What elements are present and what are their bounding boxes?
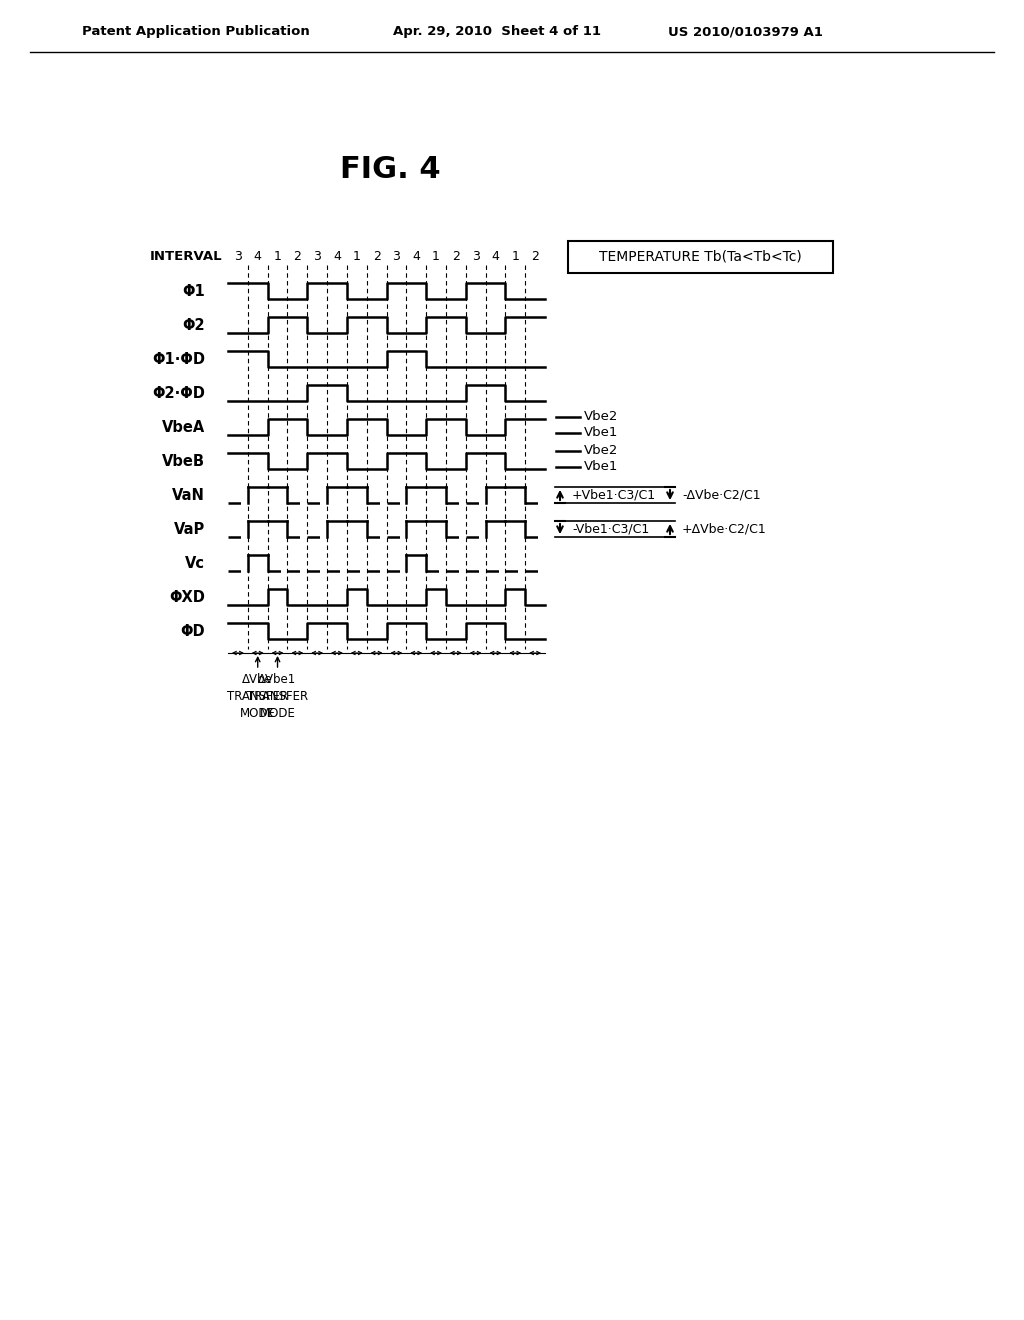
Text: Φ2: Φ2 bbox=[182, 318, 205, 333]
Text: ΦXD: ΦXD bbox=[169, 590, 205, 605]
Text: VbeB: VbeB bbox=[162, 454, 205, 469]
Text: 4: 4 bbox=[492, 251, 500, 264]
Text: Φ2·ΦD: Φ2·ΦD bbox=[153, 385, 205, 400]
Text: 2: 2 bbox=[452, 251, 460, 264]
Text: TEMPERATURE Tb(Ta<Tb<Tc): TEMPERATURE Tb(Ta<Tb<Tc) bbox=[599, 249, 802, 264]
Text: INTERVAL: INTERVAL bbox=[150, 251, 222, 264]
Text: 2: 2 bbox=[294, 251, 301, 264]
Text: +ΔVbe·C2/C1: +ΔVbe·C2/C1 bbox=[682, 523, 767, 536]
Text: ΔVbe1
TRANSFER
MODE: ΔVbe1 TRANSFER MODE bbox=[247, 673, 308, 719]
Text: +Vbe1·C3/C1: +Vbe1·C3/C1 bbox=[572, 488, 656, 502]
Text: 1: 1 bbox=[273, 251, 282, 264]
Text: ΔVbe
TRANSFER
MODE: ΔVbe TRANSFER MODE bbox=[227, 673, 289, 719]
Text: 4: 4 bbox=[413, 251, 420, 264]
Text: 1: 1 bbox=[511, 251, 519, 264]
Text: 3: 3 bbox=[472, 251, 479, 264]
Text: 2: 2 bbox=[373, 251, 381, 264]
Bar bbox=[568, 242, 833, 273]
Text: 3: 3 bbox=[313, 251, 322, 264]
Text: Vbe1: Vbe1 bbox=[584, 426, 618, 440]
Text: Vbe1: Vbe1 bbox=[584, 461, 618, 474]
Text: VaP: VaP bbox=[174, 521, 205, 536]
Text: 1: 1 bbox=[353, 251, 360, 264]
Text: Vbe2: Vbe2 bbox=[584, 445, 618, 458]
Text: VaN: VaN bbox=[172, 487, 205, 503]
Text: 4: 4 bbox=[254, 251, 262, 264]
Text: 2: 2 bbox=[531, 251, 539, 264]
Text: US 2010/0103979 A1: US 2010/0103979 A1 bbox=[668, 25, 823, 38]
Text: -ΔVbe·C2/C1: -ΔVbe·C2/C1 bbox=[682, 488, 761, 502]
Text: ΦD: ΦD bbox=[180, 623, 205, 639]
Text: Vbe2: Vbe2 bbox=[584, 411, 618, 424]
Text: -Vbe1·C3/C1: -Vbe1·C3/C1 bbox=[572, 523, 649, 536]
Text: 4: 4 bbox=[333, 251, 341, 264]
Text: Apr. 29, 2010  Sheet 4 of 11: Apr. 29, 2010 Sheet 4 of 11 bbox=[393, 25, 601, 38]
Text: Φ1: Φ1 bbox=[182, 284, 205, 298]
Text: FIG. 4: FIG. 4 bbox=[340, 156, 440, 185]
Text: 1: 1 bbox=[432, 251, 440, 264]
Text: Patent Application Publication: Patent Application Publication bbox=[82, 25, 309, 38]
Text: 3: 3 bbox=[233, 251, 242, 264]
Text: 3: 3 bbox=[392, 251, 400, 264]
Text: Φ1·ΦD: Φ1·ΦD bbox=[152, 351, 205, 367]
Text: Vc: Vc bbox=[185, 556, 205, 570]
Text: VbeA: VbeA bbox=[162, 420, 205, 434]
